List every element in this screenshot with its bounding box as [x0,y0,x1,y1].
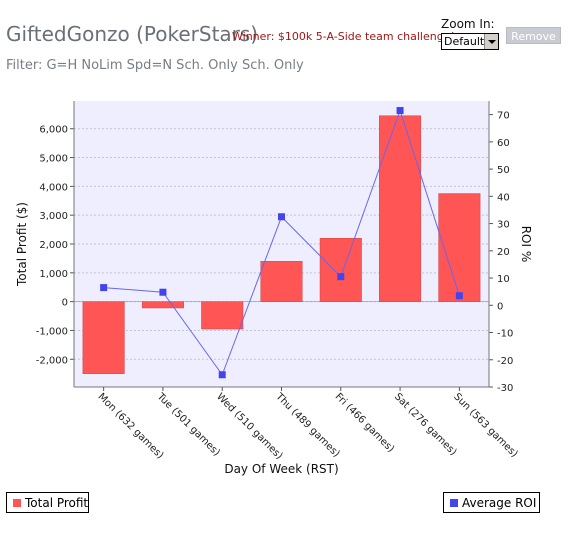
x-tick-label: Thu (489 games) [273,391,342,460]
y2-tick-label: -20 [497,356,513,367]
zoom-select[interactable]: Default [441,33,499,50]
y2-axis-title: ROI % [519,226,533,263]
y2-tick-label: 20 [497,247,510,258]
y-tick-label: 3,000 [39,211,68,222]
y-tick-label: 0 [62,298,68,309]
profit-bar [319,237,362,302]
x-tick-label: Sun (563 games) [451,391,520,460]
y2-tick-label: -10 [497,329,513,340]
legend-bar-swatch [13,499,21,507]
x-tick-label: Sat (276 games) [392,391,459,458]
legend-total-profit: Total Profit [6,492,89,513]
y-tick-label: 5,000 [39,154,68,165]
axes [70,101,493,391]
y2-tick-label: 30 [497,220,510,231]
roi-point [337,273,345,281]
x-tick-label: Tue (501 games) [154,391,222,459]
y2-tick-label: -30 [497,383,513,394]
x-tick-label: Mon (632 games) [96,391,166,461]
filter-text: Filter: G=H NoLim Spd=N Sch. Only Sch. O… [6,58,304,73]
winner-note: Winner: $100k 5-A-Side team challenge! [232,30,455,43]
player-title: GiftedGonzo (PokerStars) [6,22,259,46]
profit-roi-chart: -2,000 -1,000 0 1,000 2,000 3,000 4,000 5,000 6,… [15,101,533,476]
profit-bar [82,301,125,374]
y-tick-label: 1,000 [39,269,68,280]
profit-bar [201,301,244,330]
y2-tick-label: 0 [497,301,503,312]
profit-bar [260,261,303,302]
y2-tick-label: 40 [497,192,510,203]
zoom-select-value: Default [444,35,485,48]
roi-point [455,292,463,300]
y-axis-title: Total Profit ($) [15,202,29,287]
y2-tick-label: 60 [497,138,510,149]
y2-tick-label: 10 [497,274,510,285]
x-tick-label: Fri (466 games) [333,391,397,455]
profit-bar [379,115,422,302]
profit-bars [82,115,481,374]
roi-point [278,213,285,221]
legend-total-profit-label: Total Profit [25,496,89,510]
roi-point [218,371,226,379]
profit-bar [141,301,184,309]
roi-point [396,107,404,115]
roi-point [100,284,108,292]
y2-tick-label: 50 [497,165,510,176]
x-axis-title: Day Of Week (RST) [224,462,338,476]
y-tick-label: -2,000 [36,355,68,366]
legend-line-swatch [450,499,458,507]
x-tick-label: Wed (510 games) [214,391,285,462]
y2-tick-label: 70 [497,111,510,122]
profit-bar [438,193,481,302]
roi-line [100,107,463,379]
zoom-label: Zoom In: [441,17,495,31]
legend-average-roi: Average ROI [443,492,540,513]
y-tick-label: 6,000 [39,125,68,136]
y-tick-label: -1,000 [36,326,68,337]
chevron-down-icon[interactable] [484,34,498,49]
y-tick-label: 4,000 [39,182,68,193]
remove-button[interactable]: Remove [506,27,561,44]
legend-average-roi-label: Average ROI [462,496,537,510]
y-tick-label: 2,000 [39,240,68,251]
roi-point [159,288,167,296]
